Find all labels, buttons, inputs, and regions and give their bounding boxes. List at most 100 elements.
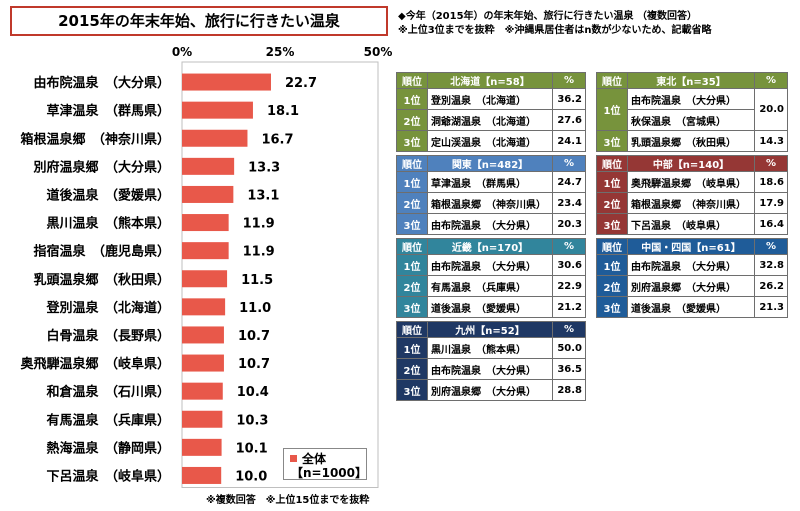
category-label: 白骨温泉 （長野県） [46, 328, 170, 344]
rank-cell: 1位 [596, 88, 628, 131]
header-pct: % [754, 72, 788, 89]
bar [182, 101, 253, 119]
header-pct: % [754, 155, 788, 172]
pct-cell: 20.3 [552, 213, 586, 235]
onsen-name-cell: 登別温泉 （北海道） [427, 88, 553, 110]
bar [182, 270, 228, 288]
onsen-name-cell: 道後温泉 （愛媛県） [427, 296, 553, 318]
rank-cell: 2位 [396, 358, 428, 380]
onsen-name-cell: 黒川温泉 （熊本県） [427, 337, 553, 359]
pct-cell: 20.0 [754, 88, 788, 131]
header-pct: % [552, 321, 586, 338]
rank-cell: 2位 [596, 275, 628, 297]
legend-series-label: 全体 [302, 452, 327, 466]
header-rank: 順位 [396, 155, 428, 172]
bar-value-label: 10.1 [236, 441, 268, 456]
header-rank: 順位 [396, 238, 428, 255]
rank-cell: 3位 [596, 296, 628, 318]
bar [182, 354, 224, 372]
onsen-name-cell: 由布院温泉 （大分県） [627, 254, 755, 276]
onsen-name-cell: 乳頭温泉郷 （秋田県） [627, 130, 755, 152]
onsen-name-cell: 由布院温泉 （大分県） [427, 213, 553, 235]
header-rank: 順位 [596, 238, 628, 255]
bar-value-label: 22.7 [285, 76, 317, 91]
survey-note: ◆今年（2015年）の年末年始、旅行に行きたい温泉 （複数回答） ※上位3位まで… [398, 10, 712, 38]
pct-cell: 28.8 [552, 379, 586, 401]
rank-cell: 3位 [396, 213, 428, 235]
category-label: 草津温泉 （群馬県） [46, 103, 170, 119]
survey-note-line-1: ◆今年（2015年）の年末年始、旅行に行きたい温泉 （複数回答） [398, 11, 698, 22]
legend-n-label: 【n=1000】 [291, 466, 367, 480]
category-label: 指宿温泉 （鹿児島県） [33, 244, 170, 260]
pct-cell: 21.3 [754, 296, 788, 318]
pct-cell: 18.6 [754, 171, 788, 193]
rank-cell: 3位 [596, 213, 628, 235]
header-region: 中国・四国【n=61】 [627, 238, 755, 255]
pct-cell: 24.7 [552, 171, 586, 193]
rank-cell: 2位 [396, 275, 428, 297]
category-label: 和倉温泉 （石川県） [46, 384, 170, 400]
pct-cell: 14.3 [754, 130, 788, 152]
rank-cell: 2位 [396, 109, 428, 131]
onsen-name-cell: 定山渓温泉 （北海道） [427, 130, 553, 152]
pct-cell: 32.8 [754, 254, 788, 276]
category-label: 熱海温泉 （静岡県） [46, 440, 170, 456]
category-label: 登別温泉 （北海道） [45, 300, 170, 316]
rank-cell: 1位 [396, 171, 428, 193]
bar-value-label: 11.9 [243, 245, 275, 260]
header-region: 九州【n=52】 [427, 321, 553, 338]
pct-cell: 16.4 [754, 213, 788, 235]
pct-cell: 36.2 [552, 88, 586, 110]
onsen-name-cell: 箱根温泉郷 （神奈川県） [627, 192, 755, 214]
header-region: 北海道【n=58】 [427, 72, 553, 89]
bar [182, 298, 226, 316]
pct-cell: 36.5 [552, 358, 586, 380]
rank-cell: 1位 [596, 254, 628, 276]
region-table-kanto: 順位 関東【n=482】% 1位 草津温泉 （群馬県） 24.7 2位 箱根温泉郷 （神奈川… [396, 155, 586, 235]
x-tick-label: 25% [266, 45, 295, 59]
onsen-name-cell: 草津温泉 （群馬県） [427, 171, 553, 193]
rank-cell: 3位 [596, 130, 628, 152]
region-table-hokkaido: 順位 北海道【n=58】% 1位 登別温泉 （北海道） 36.2 2位 洞爺湖温泉 （北海道… [396, 72, 586, 152]
category-label: 別府温泉郷 （大分県） [32, 159, 170, 175]
bar [182, 382, 223, 400]
onsen-name-cell: 奥飛騨温泉郷 （岐阜県） [627, 171, 755, 193]
bar [182, 438, 222, 456]
onsen-name-cell: 道後温泉 （愛媛県） [627, 296, 755, 318]
header-region: 関東【n=482】 [427, 155, 553, 172]
chart-legend: 全体 【n=1000】 [283, 448, 367, 480]
bar-chart: 0% 25% 50% 22.7 由布院温泉 （大分県） 18.1 草津温泉 （群馬県） 16.… [20, 45, 392, 488]
bar-value-label: 11.5 [241, 273, 273, 288]
pct-cell: 23.4 [552, 192, 586, 214]
bar [182, 242, 229, 260]
category-label: 乳頭温泉郷 （秋田県） [33, 272, 170, 288]
x-tick-label: 0% [172, 45, 192, 59]
rank-cell: 3位 [396, 296, 428, 318]
rank-cell: 2位 [596, 192, 628, 214]
header-rank: 順位 [396, 72, 428, 89]
onsen-name-cell: 別府温泉郷 （大分県） [627, 275, 755, 297]
header-rank: 順位 [596, 72, 628, 89]
category-label: 由布院温泉 （大分県） [33, 75, 170, 91]
rank-cell: 3位 [396, 130, 428, 152]
onsen-name-cell: 由布院温泉 （大分県） [627, 88, 755, 110]
bar [182, 214, 229, 232]
bar-value-label: 10.7 [238, 357, 270, 372]
onsen-name-cell: 別府温泉郷 （大分県） [427, 379, 553, 401]
bar-value-label: 16.7 [261, 132, 293, 147]
pct-cell: 24.1 [552, 130, 586, 152]
header-pct: % [754, 238, 788, 255]
bar-value-label: 10.4 [237, 385, 269, 400]
bar-value-label: 11.9 [243, 217, 275, 232]
pct-cell: 30.6 [552, 254, 586, 276]
region-table-kinki: 順位 近畿【n=170】% 1位 由布院温泉 （大分県） 30.6 2位 有馬温泉 （兵庫県… [396, 238, 586, 318]
rank-cell: 1位 [596, 171, 628, 193]
category-label: 道後温泉 （愛媛県） [46, 187, 170, 203]
pct-cell: 17.9 [754, 192, 788, 214]
bar [182, 157, 235, 175]
header-pct: % [552, 155, 586, 172]
header-region: 近畿【n=170】 [427, 238, 553, 255]
header-region: 中部【n=140】 [627, 155, 755, 172]
header-rank: 順位 [596, 155, 628, 172]
bar [182, 466, 222, 484]
